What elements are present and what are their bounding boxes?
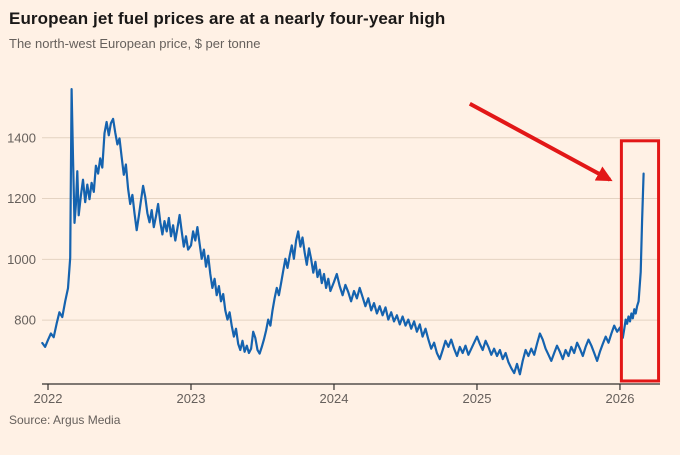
chart-canvas: 800 1000 1200 1400 2022 2023 2024 2025 2026	[7, 88, 661, 406]
y-axis-label: 1400	[7, 130, 36, 145]
x-axis-label: 2025	[463, 391, 492, 406]
price-line-series	[41, 88, 645, 376]
annotation-arrow	[468, 101, 613, 182]
x-axis-label: 2023	[177, 391, 206, 406]
y-axis-label: 1000	[7, 252, 36, 267]
chart-subtitle: The north-west European price, $ per ton…	[9, 36, 261, 51]
page-title: European jet fuel prices are at a nearly…	[9, 9, 446, 28]
ft-chart-page: European jet fuel prices are at a nearly…	[0, 9, 680, 455]
highlight-box-annotation	[619, 139, 661, 383]
source-note: Source: Argus Media	[9, 413, 121, 427]
y-axis-label: 800	[14, 313, 36, 328]
y-axis-label: 1200	[7, 191, 36, 206]
x-axis-label: 2024	[320, 391, 349, 406]
x-axis-label: 2026	[606, 391, 635, 406]
x-axis-label: 2022	[34, 391, 63, 406]
line-chart: 800 1000 1200 1400 2022 2023 2024 2025 2026	[0, 58, 680, 408]
